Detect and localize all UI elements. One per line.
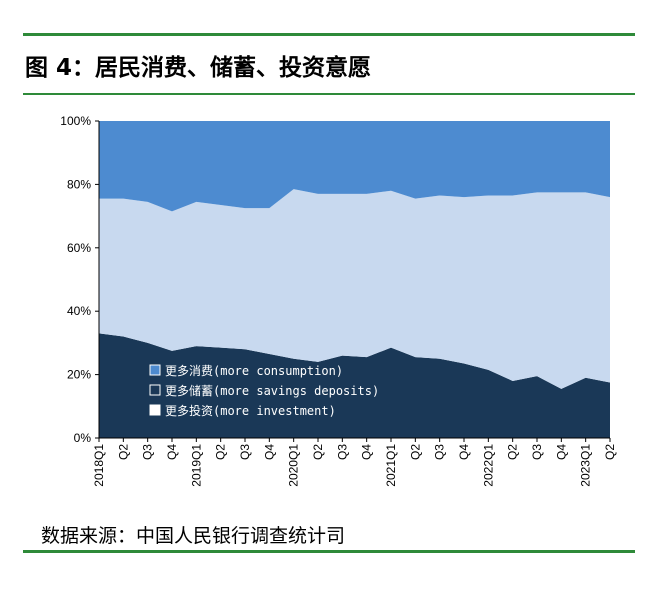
x-tick-label: Q4: [360, 444, 374, 460]
series-area-2: [99, 121, 610, 212]
x-tick-label: 2019Q1: [189, 444, 203, 487]
x-tick-label: Q3: [238, 444, 252, 460]
x-tick-label: Q2: [311, 444, 325, 460]
x-tick-label: Q3: [335, 444, 349, 460]
bottom-rule: [23, 550, 635, 553]
x-tick-label: Q2: [506, 444, 520, 460]
legend-swatch: [149, 384, 161, 396]
x-tick-label: 2021Q1: [384, 444, 398, 487]
x-tick-label: Q4: [262, 444, 276, 460]
x-tick-label: 2018Q1: [92, 444, 106, 487]
x-tick-label: Q4: [554, 444, 568, 460]
y-tick-labels: 0% 20% 40% 60% 80% 100%: [60, 114, 99, 445]
x-tick-label: Q2: [214, 444, 228, 460]
legend-swatch: [149, 364, 161, 376]
x-tick-label: Q3: [433, 444, 447, 460]
series-area-0: [99, 333, 610, 438]
y-tick-label: 40%: [67, 304, 91, 318]
y-tick-label: 20%: [67, 368, 91, 382]
x-tick-labels: 2018Q1 Q2 Q3 Q4 2019Q1 Q2 Q3 Q4 2020Q1 Q2 Q3 Q4 2021…: [92, 438, 617, 487]
x-tick-label: Q4: [457, 444, 471, 460]
series-area-1: [99, 189, 610, 389]
top-rule: [23, 33, 635, 36]
y-tick-label: 0%: [74, 431, 92, 445]
x-tick-label: Q3: [141, 444, 155, 460]
legend: 更多消费(more consumption) 更多储蓄(more savings …: [149, 364, 379, 418]
x-tick-label: 2020Q1: [287, 444, 301, 487]
x-tick-label: Q4: [165, 444, 179, 460]
area-layers: [99, 121, 610, 438]
y-tick-label: 80%: [67, 177, 91, 191]
x-tick-label: Q2: [603, 444, 617, 460]
legend-swatch: [149, 404, 161, 416]
y-tick-label: 60%: [67, 241, 91, 255]
axes: [98, 121, 610, 439]
x-tick-label: 2023Q1: [579, 444, 593, 487]
x-tick-label: 2022Q1: [481, 444, 495, 487]
x-tick-label: Q2: [116, 444, 130, 460]
title-rule: [23, 93, 635, 95]
legend-label: 更多投资(more investment): [165, 403, 336, 418]
legend-label: 更多储蓄(more savings deposits): [165, 383, 379, 398]
source-note: 数据来源：中国人民银行调查统计司: [41, 525, 346, 547]
figure-title: 图 4：居民消费、储蓄、投资意愿: [25, 55, 372, 81]
y-tick-label: 100%: [60, 114, 91, 128]
x-tick-label: Q2: [408, 444, 422, 460]
x-tick-label: Q3: [530, 444, 544, 460]
legend-label: 更多消费(more consumption): [165, 364, 343, 378]
